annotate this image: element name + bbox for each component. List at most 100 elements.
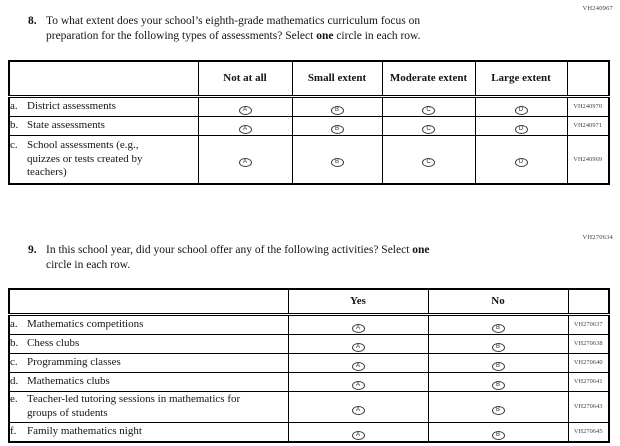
question8-text: To what extent does your school’s eighth… (44, 14, 421, 43)
row-id-code: VH270643 (567, 390, 610, 423)
row-letter: a. (10, 317, 18, 330)
q9-row-e-label-cell: e. Teacher-led tutoring sessions in mathe… (8, 390, 289, 423)
answer-bubble[interactable]: B (330, 124, 344, 134)
row-letter: b. (10, 118, 19, 131)
answer-bubble[interactable]: A (351, 323, 365, 333)
answer-cell: B (427, 421, 569, 442)
answer-cell: A (287, 390, 429, 423)
answer-bubble[interactable]: A (238, 158, 252, 168)
table-row: b. Chess clubs A B VH270638 (8, 333, 610, 354)
answer-bubble[interactable]: B (491, 430, 505, 440)
row-label: Mathematics clubs (27, 374, 110, 387)
answer-cell: A (287, 333, 429, 354)
answer-cell: C (381, 95, 476, 117)
row-id-code: VH240970 (566, 95, 610, 117)
question9-text: In this school year, did your school off… (44, 243, 430, 272)
row-id-code: VH270638 (567, 333, 610, 354)
row-id-code: VH270645 (567, 421, 610, 442)
question9-bold-one: one (412, 244, 430, 256)
answer-cell: A (287, 352, 429, 373)
table-row: a. Mathematics competitions A B VH270637 (8, 313, 610, 335)
question8-answer-table: Not at all Small extent Moderate extent … (8, 60, 610, 185)
question9-number: 9. (28, 244, 37, 256)
row-label: Family mathematics night (27, 424, 142, 437)
question9-id-code: VH270634 (582, 234, 613, 241)
question8-id-code: VH240967 (582, 5, 613, 12)
question8: 8. To what extent does your school’s eig… (28, 14, 543, 43)
answer-cell: B (427, 371, 569, 392)
row-id-code: VH270637 (567, 313, 610, 335)
question8-line2-post: circle in each row. (333, 29, 421, 42)
answer-cell: B (427, 390, 569, 423)
answer-bubble[interactable]: D (514, 158, 528, 168)
row-letter: a. (10, 99, 18, 112)
answer-bubble[interactable]: B (491, 405, 505, 415)
question8-header-row: Not at all Small extent Moderate extent … (8, 60, 610, 98)
answer-bubble[interactable]: D (514, 105, 528, 115)
answer-bubble[interactable]: A (351, 430, 365, 440)
row-letter: e. (10, 393, 18, 406)
q9-row-a-label-cell: a. Mathematics competitions (8, 313, 289, 335)
question8-number: 8. (28, 15, 37, 27)
answer-bubble[interactable]: A (351, 361, 365, 371)
question8-line1: To what extent does your school’s eighth… (46, 15, 421, 27)
row-id-code: VH240971 (566, 115, 610, 136)
row-letter: d. (10, 374, 19, 387)
table-row: c. Programming classes A B VH270640 (8, 352, 610, 373)
q8-row-b-label-cell: b. State assessments (8, 115, 199, 136)
row-label: Chess clubs (27, 336, 80, 349)
table-row: d. Mathematics clubs A B VH270641 (8, 371, 610, 392)
answer-bubble[interactable]: B (330, 158, 344, 168)
answer-cell: A (197, 115, 293, 136)
answer-cell: C (381, 115, 476, 136)
table-row: c. School assessments (e.g., quizzes or t… (8, 134, 610, 185)
q8-row-c-label-cell: c. School assessments (e.g., quizzes or t… (8, 134, 199, 185)
answer-bubble[interactable]: C (422, 158, 435, 168)
row-label: District assessments (27, 99, 116, 112)
answer-bubble[interactable]: B (491, 323, 505, 333)
question8-line2-pre: preparation for the following types of a… (46, 29, 317, 42)
row-id-code: VH240969 (566, 134, 610, 185)
q8-header-not-at-all: Not at all (197, 60, 293, 98)
answer-bubble[interactable]: B (491, 380, 505, 390)
answer-bubble[interactable]: C (422, 105, 435, 115)
row-letter: f. (10, 424, 17, 437)
answer-cell: A (287, 421, 429, 442)
answer-bubble[interactable]: A (351, 380, 365, 390)
answer-bubble[interactable]: C (422, 124, 435, 134)
answer-cell: D (474, 115, 568, 136)
q9-row-c-label-cell: c. Programming classes (8, 352, 289, 373)
row-label: School assessments (e.g., quizzes or tes… (27, 139, 143, 178)
q9-row-f-label-cell: f. Family mathematics night (8, 421, 289, 442)
answer-cell: C (381, 134, 476, 185)
answer-bubble[interactable]: B (491, 361, 505, 371)
answer-bubble[interactable]: A (351, 342, 365, 352)
answer-bubble[interactable]: A (351, 405, 365, 415)
question9-answer-table: Yes No a. Mathematics competitions A B VH… (8, 288, 610, 443)
row-id-code: VH270641 (567, 371, 610, 392)
answer-cell: B (427, 333, 569, 354)
q9-header-empty (8, 288, 289, 316)
answer-bubble[interactable]: A (238, 124, 252, 134)
q8-header-empty (8, 60, 199, 98)
answer-cell: B (291, 134, 383, 185)
row-label: Programming classes (27, 355, 121, 368)
answer-bubble[interactable]: A (238, 105, 252, 115)
question9-line1-pre: In this school year, did your school off… (46, 244, 413, 256)
q9-row-b-label-cell: b. Chess clubs (8, 333, 289, 354)
answer-bubble[interactable]: D (514, 124, 528, 134)
answer-bubble[interactable]: B (491, 342, 505, 352)
row-label: Teacher-led tutoring sessions in mathema… (27, 393, 241, 419)
table-row: e. Teacher-led tutoring sessions in mathe… (8, 390, 610, 423)
question9-line2: circle in each row. (46, 258, 131, 271)
answer-cell: D (474, 134, 568, 185)
row-letter: b. (10, 336, 19, 349)
table-row: a. District assessments A B C D VH240970 (8, 95, 610, 117)
row-label: State assessments (27, 118, 105, 131)
answer-cell: A (287, 313, 429, 335)
row-letter: c. (10, 139, 18, 152)
q9-row-d-label-cell: d. Mathematics clubs (8, 371, 289, 392)
answer-cell: A (197, 95, 293, 117)
answer-bubble[interactable]: B (330, 105, 344, 115)
